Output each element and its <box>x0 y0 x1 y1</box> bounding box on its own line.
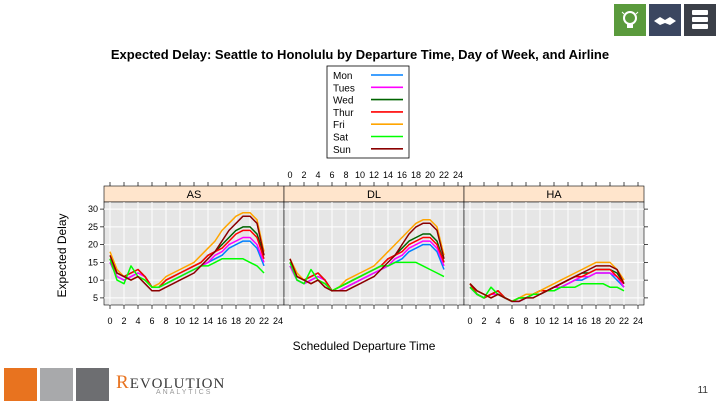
y-tick-label: 20 <box>88 240 98 250</box>
x-tick-label-top: 22 <box>439 170 449 180</box>
legend-label: Sat <box>333 133 348 144</box>
x-tick-label: 14 <box>563 316 573 326</box>
panel-label: DL <box>367 189 381 201</box>
x-tick-label: 20 <box>245 316 255 326</box>
series-line-sat <box>289 261 445 292</box>
y-tick-label: 30 <box>88 204 98 214</box>
x-tick-label: 10 <box>535 316 545 326</box>
logo-letter-r: R <box>116 372 130 393</box>
x-tick-label: 24 <box>273 316 283 326</box>
panel-label: HA <box>546 189 562 201</box>
y-axis-label: Expected Delay <box>55 213 69 297</box>
x-tick-label: 20 <box>605 316 615 326</box>
legend-label: Mon <box>333 71 352 82</box>
x-tick-label: 4 <box>135 316 140 326</box>
lightbulb-icon <box>614 4 646 36</box>
dark-gray-square <box>76 368 109 401</box>
panel-label: AS <box>187 189 202 201</box>
x-tick-label: 6 <box>509 316 514 326</box>
x-tick-label: 4 <box>495 316 500 326</box>
legend-label: Thur <box>333 108 354 119</box>
x-tick-label: 22 <box>259 316 269 326</box>
y-tick-label: 15 <box>88 257 98 267</box>
chart-title: Expected Delay: Seattle to Honolulu by D… <box>111 47 609 62</box>
x-tick-label-top: 6 <box>329 170 334 180</box>
handshake-icon <box>649 4 681 36</box>
x-tick-label: 18 <box>231 316 241 326</box>
series-line-sun <box>289 222 445 292</box>
x-tick-label: 8 <box>523 316 528 326</box>
series-line-sun <box>469 265 625 303</box>
x-tick-label: 0 <box>107 316 112 326</box>
x-tick-label: 18 <box>591 316 601 326</box>
logo-wordmark: EVOLUTION <box>129 376 226 392</box>
x-tick-label: 0 <box>467 316 472 326</box>
x-tick-label: 2 <box>121 316 126 326</box>
x-tick-label-top: 14 <box>383 170 393 180</box>
x-tick-label: 16 <box>217 316 227 326</box>
expected-delay-chart: Expected Delay: Seattle to Honolulu by D… <box>55 47 648 353</box>
header-icons <box>614 4 716 36</box>
x-tick-label-top: 4 <box>315 170 320 180</box>
x-axis-label: Scheduled Departure Time <box>293 339 436 353</box>
orange-square <box>4 368 37 401</box>
x-tick-label: 2 <box>481 316 486 326</box>
x-tick-label: 6 <box>149 316 154 326</box>
legend-label: Sun <box>333 145 351 156</box>
legend-label: Fri <box>333 120 345 131</box>
logo-subtitle: ANALYTICS <box>156 389 213 396</box>
x-tick-label-top: 8 <box>343 170 348 180</box>
x-tick-label: 22 <box>619 316 629 326</box>
x-tick-label-top: 12 <box>369 170 379 180</box>
series-line-sat <box>109 258 265 288</box>
x-tick-label: 12 <box>549 316 559 326</box>
server-stack-icon <box>684 4 716 36</box>
brand-squares <box>4 368 109 401</box>
y-tick-label: 5 <box>93 293 98 303</box>
x-tick-label: 14 <box>203 316 213 326</box>
x-tick-label: 12 <box>189 316 199 326</box>
x-tick-label-top: 20 <box>425 170 435 180</box>
page-number: 11 <box>697 385 708 396</box>
series-line-thur <box>109 229 265 288</box>
x-tick-label-top: 24 <box>453 170 463 180</box>
y-tick-label: 10 <box>88 275 98 285</box>
x-tick-label-top: 18 <box>411 170 421 180</box>
revolution-analytics-logo: REVOLUTION ANALYTICS <box>116 372 225 400</box>
legend-label: Wed <box>333 96 353 107</box>
y-tick-label: 25 <box>88 222 98 232</box>
x-tick-label-top: 0 <box>287 170 292 180</box>
x-tick-label-top: 2 <box>301 170 306 180</box>
light-gray-square <box>40 368 73 401</box>
x-tick-label: 16 <box>577 316 587 326</box>
series-line-sun <box>109 215 265 292</box>
x-tick-label: 24 <box>633 316 643 326</box>
x-tick-label: 8 <box>163 316 168 326</box>
x-tick-label-top: 16 <box>397 170 407 180</box>
x-tick-label: 10 <box>175 316 185 326</box>
legend-label: Tues <box>333 83 355 94</box>
x-tick-label-top: 10 <box>355 170 365 180</box>
